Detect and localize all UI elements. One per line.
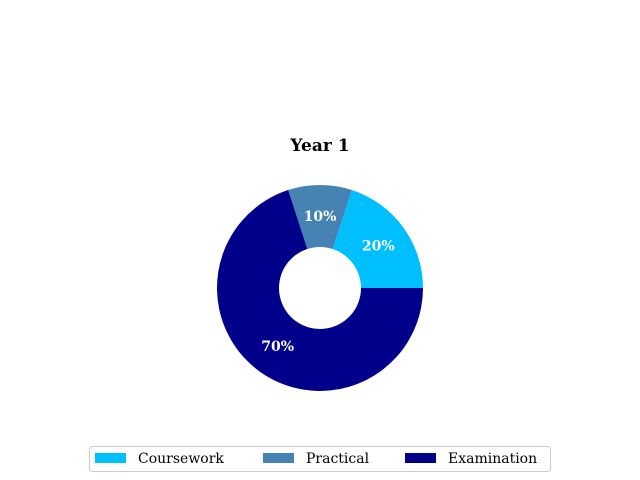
legend-label-practical: Practical — [306, 451, 370, 467]
donut-slice-practical — [288, 185, 352, 250]
slice-label-examination: 70% — [261, 339, 294, 355]
legend-swatch-examination — [405, 453, 436, 463]
legend-swatch-coursework — [95, 453, 126, 463]
legend-swatch-practical — [263, 453, 294, 463]
legend: Coursework Practical Examination — [89, 446, 551, 472]
donut-slice-examination — [217, 190, 423, 391]
donut-slice-coursework — [332, 190, 423, 288]
chart-title: Year 1 — [289, 136, 349, 156]
legend-label-examination: Examination — [448, 451, 537, 467]
legend-frame — [89, 446, 551, 472]
slice-label-coursework: 20% — [362, 239, 395, 255]
legend-label-coursework: Coursework — [138, 451, 224, 467]
donut-chart: 20% 10% 70% — [217, 185, 423, 391]
slice-label-practical: 10% — [304, 209, 337, 225]
